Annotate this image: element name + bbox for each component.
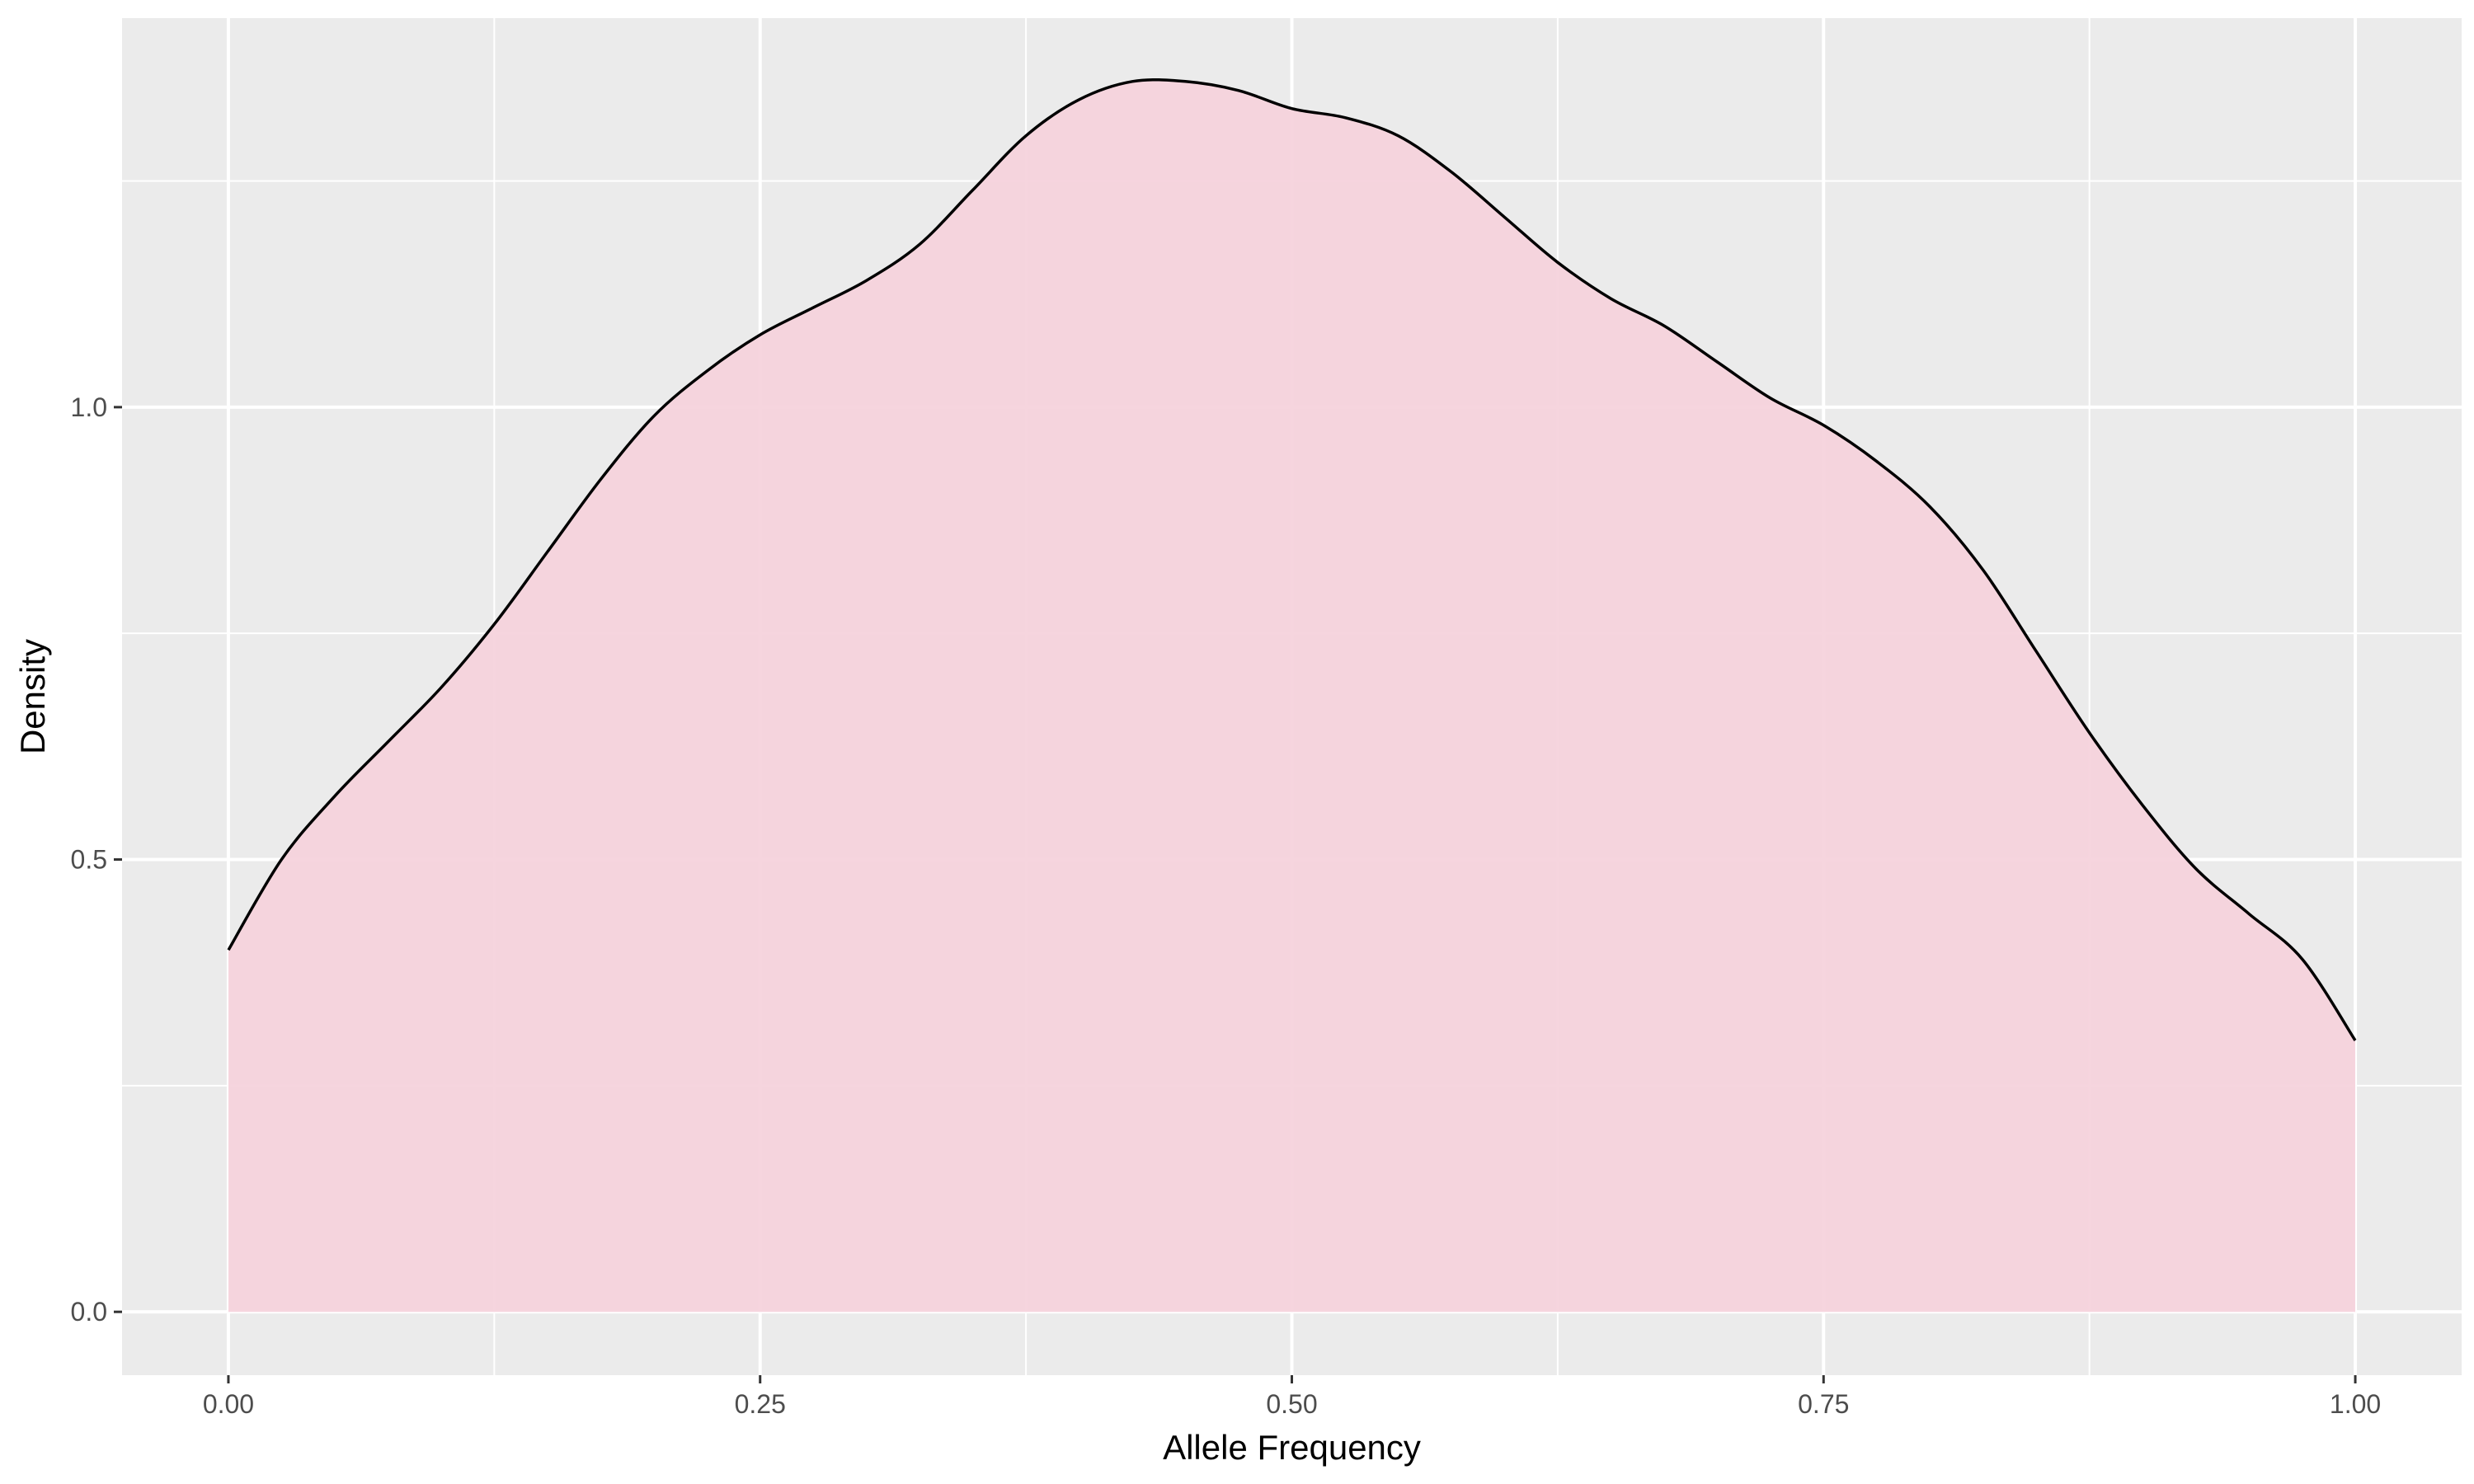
- x-tick-label: 1.00: [2330, 1389, 2381, 1419]
- y-tick-label: 0.5: [71, 845, 107, 875]
- density-area: [228, 79, 2355, 1313]
- y-axis-title: Density: [13, 639, 52, 754]
- density-layer: [227, 77, 2357, 1313]
- density-line: [227, 77, 2357, 1041]
- y-tick-label: 1.0: [71, 392, 107, 422]
- x-tick-label: 0.75: [1798, 1389, 1849, 1419]
- axis-ticks: [114, 406, 2357, 1383]
- x-tick-label: 0.25: [735, 1389, 786, 1419]
- tick-labels: 0.00 0.25 0.50 0.75 1.00 0.0 0.5 1.0: [71, 392, 2382, 1419]
- x-tick-label: 0.50: [1266, 1389, 1317, 1419]
- y-tick-label: 0.0: [71, 1297, 107, 1327]
- x-axis-title: Allele Frequency: [1163, 1428, 1421, 1467]
- x-tick-label: 0.00: [203, 1389, 254, 1419]
